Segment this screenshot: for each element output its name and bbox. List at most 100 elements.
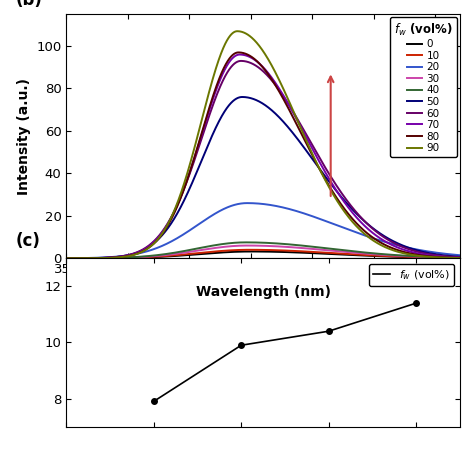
30 — [457, 255, 463, 261]
10 — [64, 255, 69, 261]
80 — [245, 52, 250, 57]
60 — [374, 229, 379, 235]
20 — [446, 251, 451, 257]
90 — [83, 255, 89, 261]
50 — [446, 253, 451, 259]
70 — [374, 233, 379, 238]
Line: 40: 40 — [66, 242, 460, 258]
80 — [446, 255, 451, 260]
0 — [446, 255, 451, 261]
30 — [446, 255, 451, 260]
Legend: $\it{f}_w$ (vol%): $\it{f}_w$ (vol%) — [369, 264, 454, 286]
90 — [446, 255, 451, 261]
Line: 50: 50 — [66, 97, 460, 258]
0 — [457, 255, 463, 261]
10 — [446, 255, 451, 261]
60 — [238, 58, 244, 64]
20 — [83, 255, 89, 261]
40 — [83, 255, 89, 261]
90 — [255, 41, 261, 47]
10 — [374, 253, 379, 258]
40 — [255, 240, 261, 246]
70 — [64, 255, 69, 261]
60 — [255, 64, 261, 70]
50 — [83, 255, 89, 261]
70 — [446, 254, 451, 260]
20 — [255, 201, 261, 206]
50 — [239, 94, 245, 100]
10 — [83, 255, 89, 261]
0 — [255, 249, 261, 255]
30 — [446, 255, 451, 260]
60 — [457, 255, 463, 260]
70 — [83, 255, 89, 261]
90 — [374, 240, 379, 246]
10 — [245, 247, 250, 253]
Line: 10: 10 — [66, 250, 460, 258]
70 — [255, 59, 261, 65]
10 — [247, 247, 253, 253]
50 — [64, 255, 69, 261]
80 — [374, 237, 379, 243]
60 — [446, 254, 451, 259]
0 — [245, 249, 250, 255]
80 — [255, 59, 261, 65]
50 — [374, 228, 379, 234]
10 — [457, 255, 463, 261]
70 — [446, 254, 451, 260]
Text: (c): (c) — [15, 232, 40, 250]
10 — [255, 247, 261, 253]
10 — [446, 255, 451, 261]
0 — [374, 253, 379, 259]
70 — [245, 53, 250, 59]
60 — [446, 254, 451, 259]
40 — [446, 255, 451, 260]
Line: 20: 20 — [66, 203, 460, 258]
30 — [83, 255, 89, 261]
80 — [236, 50, 241, 55]
30 — [244, 243, 250, 248]
30 — [245, 243, 250, 248]
90 — [245, 32, 250, 37]
50 — [245, 95, 250, 100]
40 — [374, 251, 379, 256]
Line: 80: 80 — [66, 53, 460, 258]
30 — [255, 243, 261, 248]
0 — [64, 255, 69, 261]
90 — [446, 255, 451, 261]
Line: 90: 90 — [66, 31, 460, 258]
20 — [446, 251, 451, 257]
90 — [234, 28, 240, 34]
Y-axis label: Intensity (a.u.): Intensity (a.u.) — [17, 78, 31, 195]
40 — [446, 255, 451, 260]
40 — [243, 239, 249, 245]
Line: 60: 60 — [66, 61, 460, 258]
0 — [83, 255, 89, 261]
80 — [64, 255, 69, 261]
70 — [237, 52, 243, 57]
Text: (b): (b) — [15, 0, 42, 9]
0 — [446, 255, 451, 261]
70 — [457, 255, 463, 260]
60 — [245, 59, 250, 64]
80 — [457, 255, 463, 261]
Legend: 0, 10, 20, 30, 40, 50, 60, 70, 80, 90: 0, 10, 20, 30, 40, 50, 60, 70, 80, 90 — [390, 18, 456, 157]
50 — [446, 253, 451, 259]
30 — [374, 252, 379, 257]
60 — [83, 255, 89, 261]
0 — [248, 249, 254, 255]
90 — [457, 255, 463, 261]
20 — [374, 237, 379, 242]
Line: 70: 70 — [66, 55, 460, 258]
20 — [457, 252, 463, 258]
90 — [64, 255, 69, 261]
40 — [457, 255, 463, 261]
Text: Wavelength (nm): Wavelength (nm) — [196, 284, 330, 299]
40 — [64, 255, 69, 261]
50 — [255, 98, 261, 104]
80 — [446, 255, 451, 260]
40 — [245, 239, 250, 245]
Line: 30: 30 — [66, 246, 460, 258]
20 — [244, 200, 250, 206]
50 — [457, 254, 463, 260]
